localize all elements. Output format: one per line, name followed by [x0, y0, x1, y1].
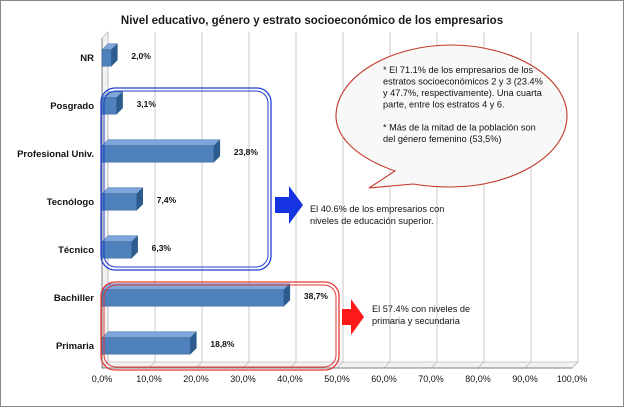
x-tick-label: 90,0%: [512, 374, 538, 384]
bar-top: [101, 331, 197, 339]
value-label: 3,1%: [137, 99, 157, 109]
gridline-floor: [571, 361, 579, 369]
category-label: Primaria: [56, 341, 95, 352]
value-label: 2,0%: [131, 51, 151, 61]
basic-education-box-outer: [100, 281, 340, 371]
bar: [101, 43, 119, 67]
bar-front: [101, 49, 112, 67]
bar: [101, 91, 124, 115]
bar-front: [101, 241, 132, 259]
red-arrow-icon: [342, 299, 364, 335]
bar-top: [101, 139, 221, 147]
chart-title: Nivel educativo, género y estrato socioe…: [121, 15, 503, 27]
bar: [101, 283, 291, 307]
bars: [101, 43, 291, 355]
bar-top: [101, 187, 144, 195]
category-label: Técnico: [58, 245, 94, 256]
category-labels: NR Posgrado Profesional Univ. Tecnólogo Técn…: [17, 53, 95, 352]
x-tick-label: 40,0%: [277, 374, 303, 384]
bar-front: [101, 337, 191, 355]
bar: [101, 331, 197, 355]
value-labels: 2,0% 3,1% 23,8% 7,4% 6,3% 38,7% 18,8%: [131, 51, 328, 349]
x-tick-label: 70,0%: [418, 374, 444, 384]
x-tick-label: 20,0%: [183, 374, 209, 384]
x-tick-labels: 0,0% 10,0% 20,0% 30,0% 40,0% 50,0% 60,0% 70,0% 8…: [92, 374, 588, 384]
category-label: Profesional Univ.: [17, 149, 94, 160]
category-label: Bachiller: [54, 293, 94, 304]
category-label: Posgrado: [50, 101, 94, 112]
blue-arrow-icon: [275, 186, 303, 224]
gridline-floor: [336, 361, 344, 369]
x-tick-label: 0,0%: [92, 374, 113, 384]
x-tick-label: 80,0%: [465, 374, 491, 384]
value-label: 18,8%: [210, 339, 235, 349]
category-label: NR: [80, 53, 94, 64]
higher-education-box-inner: [103, 90, 269, 268]
callout-text: * El 71.1% de los empresarios de los est…: [383, 65, 545, 144]
category-label: Tecnólogo: [47, 197, 95, 208]
bar-front: [101, 193, 138, 211]
value-label: 6,3%: [152, 243, 172, 253]
bar-front: [101, 145, 215, 163]
value-label: 7,4%: [157, 195, 177, 205]
gridline-floor: [430, 361, 438, 369]
bar: [101, 187, 144, 211]
callout-bubble: [335, 44, 568, 189]
basic-education-box-inner: [103, 284, 337, 368]
x-tick-label: 50,0%: [324, 374, 350, 384]
bar-front: [101, 289, 285, 307]
value-label: 23,8%: [234, 147, 259, 157]
gridline-floor: [383, 361, 391, 369]
bar: [101, 235, 139, 259]
x-tick-label: 60,0%: [371, 374, 397, 384]
value-label: 38,7%: [304, 291, 329, 301]
gridline-floor: [524, 361, 532, 369]
basic-education-note: El 57.4% con niveles de primaria y secun…: [372, 304, 473, 326]
bar-front: [101, 97, 117, 115]
x-tick-label: 30,0%: [230, 374, 256, 384]
higher-education-box-outer: [100, 87, 272, 271]
x-tick-label: 10,0%: [136, 374, 162, 384]
bar: [101, 139, 221, 163]
higher-education-note: El 40.6% de los empresarios con niveles …: [310, 204, 447, 226]
x-tick-label: 100,0%: [557, 374, 588, 384]
gridline-floor: [477, 361, 485, 369]
